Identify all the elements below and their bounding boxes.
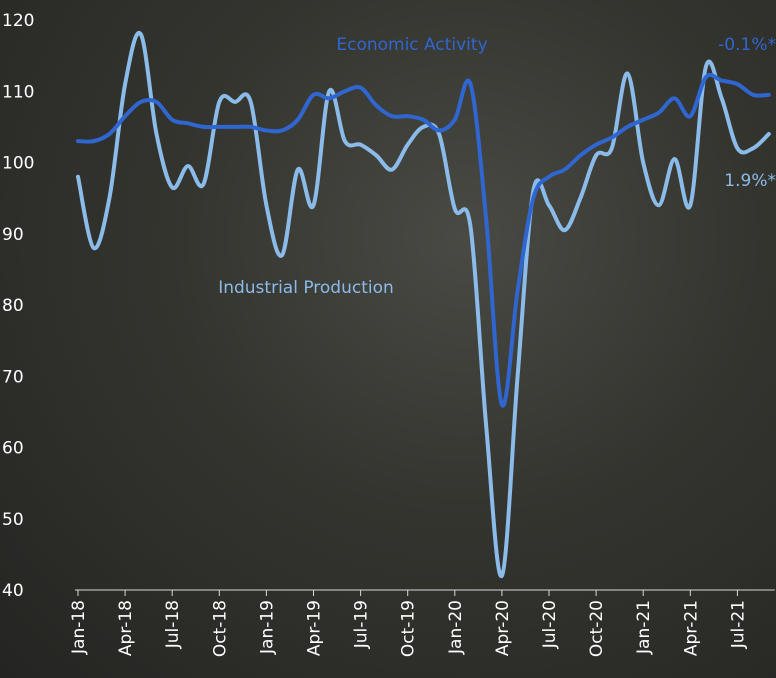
x-tick-label: Oct-18 bbox=[210, 600, 230, 657]
x-tick-label: Jul-18 bbox=[163, 600, 183, 649]
y-tick-label: 90 bbox=[2, 225, 24, 245]
y-tick-label: 120 bbox=[2, 11, 34, 31]
y-tick-label: 80 bbox=[2, 296, 24, 316]
y-tick-label: 60 bbox=[2, 439, 24, 459]
x-tick-label: Apr-20 bbox=[493, 600, 513, 656]
x-tick-label: Jul-20 bbox=[540, 600, 560, 649]
x-tick-label: Jul-21 bbox=[728, 600, 748, 649]
line bbox=[76, 72, 771, 408]
annotation: -0.1%* bbox=[718, 35, 776, 55]
annotation: 1.9%* bbox=[724, 171, 776, 191]
line bbox=[76, 30, 771, 578]
series-label: Economic Activity bbox=[336, 35, 487, 55]
y-tick-label: 40 bbox=[2, 581, 24, 601]
x-tick-label: Jan-21 bbox=[634, 600, 654, 655]
x-tick-label: Apr-18 bbox=[116, 600, 136, 656]
x-tick-label: Oct-20 bbox=[587, 600, 607, 657]
x-tick-label: Jul-19 bbox=[352, 600, 372, 649]
x-tick-label: Jan-18 bbox=[69, 600, 89, 655]
x-tick-label: Oct-19 bbox=[399, 600, 419, 657]
x-tick-label: Apr-21 bbox=[681, 600, 701, 656]
y-tick-label: 50 bbox=[2, 510, 24, 530]
y-tick-label: 100 bbox=[2, 154, 34, 174]
y-tick-label: 110 bbox=[2, 82, 34, 102]
x-tick-label: Jan-19 bbox=[257, 600, 277, 655]
y-tick-label: 70 bbox=[2, 367, 24, 387]
x-tick-label: Apr-19 bbox=[305, 600, 325, 656]
series-label: Industrial Production bbox=[218, 278, 394, 298]
x-tick-label: Jan-20 bbox=[446, 600, 466, 655]
